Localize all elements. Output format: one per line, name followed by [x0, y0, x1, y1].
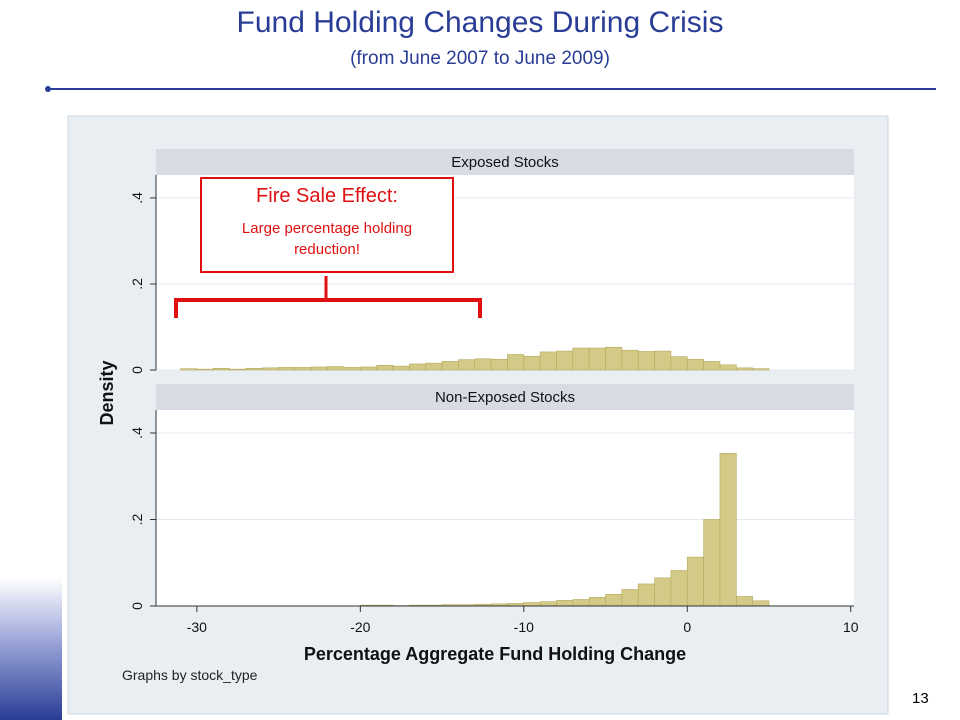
- histogram-bar-non-exposed: [523, 602, 541, 607]
- graph-note: Graphs by stock_type: [122, 667, 258, 683]
- histogram-bar-exposed: [278, 367, 296, 371]
- histogram-bar-exposed: [588, 347, 606, 371]
- histogram-bar-exposed: [523, 355, 541, 371]
- histogram-bar-exposed: [507, 354, 525, 371]
- histogram-bar-exposed: [621, 349, 639, 371]
- histogram-bar-exposed: [556, 350, 574, 371]
- histogram-bar-non-exposed: [736, 596, 753, 607]
- histogram-bar-non-exposed: [654, 577, 672, 607]
- histogram-bar-non-exposed: [572, 599, 590, 607]
- slide-number: 13: [912, 690, 929, 707]
- x-tick-label: -30: [187, 619, 207, 635]
- y-tick-label-non-exposed: 0: [129, 602, 145, 610]
- histogram-bar-non-exposed: [588, 597, 606, 607]
- histogram-bar-exposed: [458, 359, 476, 371]
- histogram-bar-non-exposed: [637, 583, 655, 607]
- x-tick-label: 0: [683, 619, 691, 635]
- y-tick-label-non-exposed: .2: [129, 513, 145, 525]
- histogram-bar-exposed: [360, 366, 377, 371]
- histogram-bar-exposed: [654, 350, 672, 371]
- histogram-bar-exposed: [343, 367, 361, 371]
- histogram-bar-exposed: [180, 368, 198, 371]
- y-tick-label-exposed: 0: [129, 366, 145, 374]
- histogram-bar-exposed: [539, 351, 557, 371]
- histogram-bar-exposed: [245, 367, 263, 371]
- histogram-bar-exposed: [572, 347, 590, 371]
- callout-body: Large percentage holding reduction!: [241, 220, 413, 258]
- y-tick-label-exposed: .4: [129, 192, 145, 204]
- histogram-bar-exposed: [212, 367, 230, 371]
- histogram-bar-exposed: [409, 363, 427, 371]
- histogram-bar-non-exposed: [703, 519, 721, 607]
- histogram-bar-non-exposed: [621, 589, 639, 607]
- x-tick-label: -10: [514, 619, 534, 635]
- histogram-bar-exposed: [294, 367, 312, 371]
- histogram-bar-non-exposed: [670, 570, 688, 607]
- fire-sale-bracket: [174, 298, 482, 318]
- slide-subtitle: (from June 2007 to June 2009): [350, 48, 610, 69]
- histogram-bar-exposed: [425, 362, 443, 371]
- histogram-bar-non-exposed: [752, 600, 770, 607]
- histogram-bar-exposed: [376, 364, 394, 371]
- title-divider: [48, 88, 936, 90]
- histogram-bar-non-exposed: [605, 594, 623, 607]
- histogram-bar-exposed: [310, 366, 328, 371]
- histogram-bar-non-exposed: [539, 601, 557, 607]
- histogram-bar-non-exposed: [686, 556, 704, 607]
- histogram-bar-exposed: [229, 368, 247, 371]
- histogram-bar-non-exposed: [556, 600, 574, 607]
- histogram-bar-non-exposed: [719, 453, 737, 607]
- histogram-bar-exposed: [686, 358, 704, 371]
- y-tick-label-exposed: .2: [129, 278, 145, 290]
- panel-title-non-exposed: Non-Exposed Stocks: [435, 389, 575, 406]
- histogram-bar-exposed: [703, 361, 721, 371]
- title-divider-dot: [45, 86, 51, 92]
- plot-area-non-exposed: [156, 410, 854, 606]
- panel-header-exposed: [156, 149, 854, 175]
- panel-title-exposed: Exposed Stocks: [451, 154, 559, 171]
- fire-sale-callout: Fire Sale Effect: Large percentage holdi…: [200, 177, 454, 273]
- histogram-bar-exposed: [196, 368, 214, 371]
- slide-title: Fund Holding Changes During Crisis: [236, 6, 724, 39]
- histogram-bar-exposed: [637, 351, 655, 371]
- x-tick-label: 10: [843, 619, 859, 635]
- histogram-bar-exposed: [441, 361, 459, 371]
- histogram-bar-exposed: [327, 366, 345, 371]
- histogram-bar-exposed: [605, 346, 623, 371]
- histogram-bar-exposed: [490, 358, 508, 371]
- decorative-gradient-bar: [0, 578, 62, 720]
- x-tick-label: -20: [350, 619, 370, 635]
- y-tick-label-non-exposed: .4: [129, 427, 145, 439]
- panel-header-non-exposed: [156, 384, 854, 410]
- histogram-bar-exposed: [474, 358, 492, 371]
- histogram-bar-exposed: [261, 367, 279, 371]
- histogram-bar-exposed: [392, 365, 410, 371]
- histogram-bar-exposed: [719, 364, 737, 371]
- histogram-bar-exposed: [752, 368, 770, 371]
- callout-heading: Fire Sale Effect:: [256, 185, 398, 207]
- histogram-bar-exposed: [670, 356, 688, 371]
- histogram-bar-exposed: [736, 367, 753, 371]
- x-axis-title: Percentage Aggregate Fund Holding Change: [304, 644, 686, 664]
- y-axis-title: Density: [97, 360, 117, 425]
